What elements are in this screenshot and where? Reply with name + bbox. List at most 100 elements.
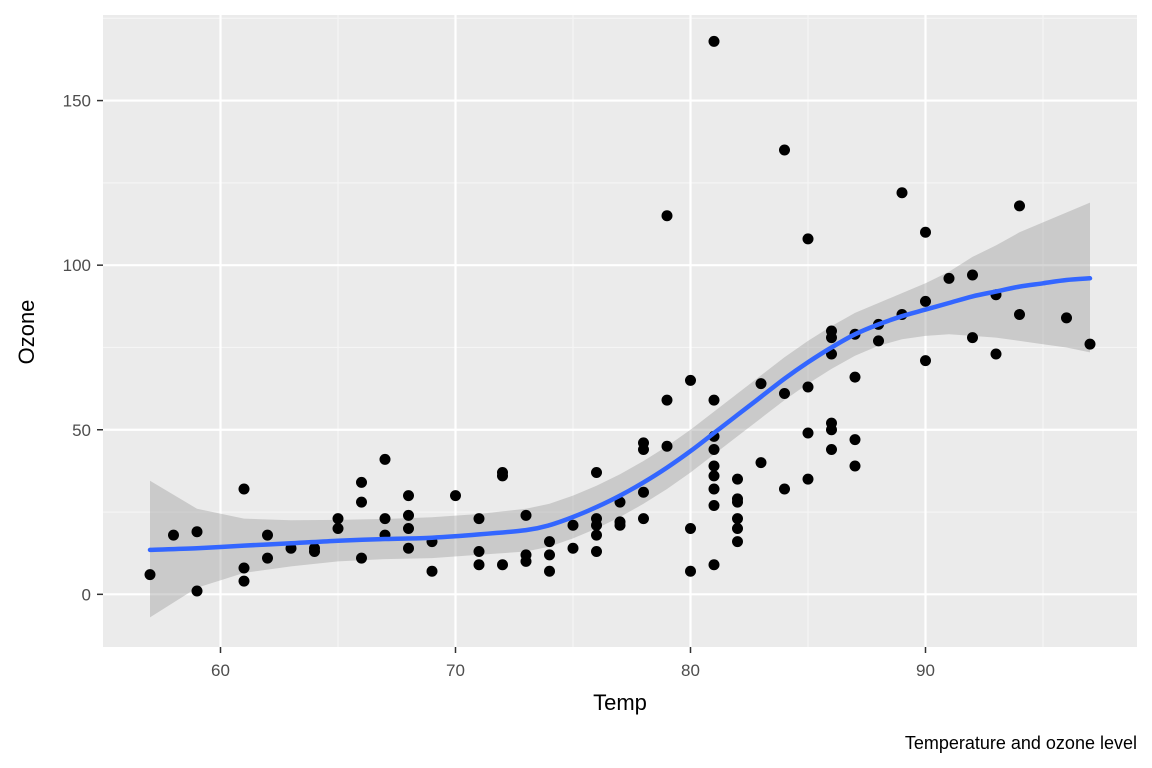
data-point <box>849 460 861 472</box>
data-point <box>473 546 485 558</box>
data-point <box>849 434 861 446</box>
data-point <box>497 470 508 482</box>
data-point <box>403 509 414 521</box>
y-tick-label: 150 <box>63 92 91 111</box>
data-point <box>920 295 931 307</box>
data-point <box>191 585 203 597</box>
data-point <box>802 427 814 439</box>
minor-gridlines <box>103 15 1137 647</box>
data-point <box>896 187 908 199</box>
data-point <box>473 559 485 571</box>
data-point <box>802 381 814 393</box>
data-point <box>238 483 250 495</box>
data-point <box>802 233 814 245</box>
data-point <box>614 519 626 531</box>
data-point <box>332 523 344 534</box>
data-point <box>990 348 1002 360</box>
data-point <box>638 444 649 455</box>
data-point <box>544 549 555 561</box>
data-point <box>473 513 485 525</box>
data-point <box>403 523 414 534</box>
data-point <box>544 536 555 548</box>
data-point <box>732 473 743 485</box>
x-tick-labels: 60 70 80 90 <box>211 661 935 680</box>
data-point <box>661 394 673 406</box>
data-point <box>567 519 579 531</box>
data-point <box>755 378 767 390</box>
data-point <box>426 565 438 577</box>
data-point <box>732 523 743 534</box>
data-point <box>544 565 555 577</box>
x-tick-label: 90 <box>916 661 935 680</box>
data-point <box>920 226 931 238</box>
data-point <box>356 496 367 508</box>
data-point <box>708 444 720 455</box>
data-point <box>802 473 814 485</box>
data-point <box>732 536 743 548</box>
data-point <box>591 467 602 479</box>
y-tick-labels: 0 50 100 150 <box>63 92 91 605</box>
data-point <box>403 490 414 502</box>
data-point <box>403 542 414 554</box>
data-point <box>356 552 367 564</box>
data-point <box>732 513 743 525</box>
data-point <box>638 513 649 525</box>
y-axis-title: Ozone <box>14 300 39 365</box>
data-points <box>144 35 1096 597</box>
x-axis-title: Temp <box>593 690 647 715</box>
major-gridlines <box>103 15 1137 647</box>
data-point <box>309 546 320 558</box>
data-point <box>332 513 344 525</box>
data-point <box>967 269 978 281</box>
x-tick-label: 80 <box>681 661 700 680</box>
data-point <box>708 470 720 482</box>
smooth-trend-line <box>147 276 1093 553</box>
data-point <box>708 483 720 495</box>
chart-caption: Temperature and ozone level <box>905 733 1137 753</box>
data-point <box>779 483 790 495</box>
data-point <box>779 388 790 400</box>
data-point <box>732 496 743 508</box>
data-point <box>708 460 720 472</box>
data-point <box>779 144 790 156</box>
data-point <box>591 529 602 541</box>
x-tick-label: 70 <box>446 661 465 680</box>
data-point <box>1014 309 1025 321</box>
data-point <box>685 565 696 577</box>
data-point <box>262 552 273 564</box>
x-tick-label: 60 <box>211 661 230 680</box>
data-point <box>849 371 861 383</box>
data-point <box>238 575 250 587</box>
data-point <box>755 457 767 469</box>
data-point <box>567 542 579 554</box>
axis-ticks <box>97 99 927 653</box>
data-point <box>168 529 179 541</box>
data-point <box>379 453 391 465</box>
data-point <box>520 509 532 521</box>
y-tick-label: 100 <box>63 256 91 275</box>
data-point <box>943 272 955 284</box>
data-point <box>450 490 461 502</box>
data-point <box>661 440 673 452</box>
y-tick-label: 0 <box>82 585 91 604</box>
data-point <box>708 394 720 406</box>
data-point <box>826 444 837 455</box>
data-point <box>497 559 508 571</box>
data-point <box>638 486 649 498</box>
data-point <box>1014 200 1025 212</box>
plot-panel <box>103 15 1137 647</box>
data-point <box>708 559 720 571</box>
data-point <box>379 513 391 525</box>
data-point <box>708 499 720 511</box>
data-point <box>661 210 673 222</box>
data-point <box>685 523 696 534</box>
data-point <box>826 332 837 344</box>
data-point <box>873 335 884 347</box>
data-point <box>708 35 720 47</box>
data-point <box>920 355 931 367</box>
data-point <box>262 529 273 541</box>
data-point <box>144 569 156 581</box>
data-point <box>1084 338 1096 350</box>
data-point <box>191 526 203 538</box>
